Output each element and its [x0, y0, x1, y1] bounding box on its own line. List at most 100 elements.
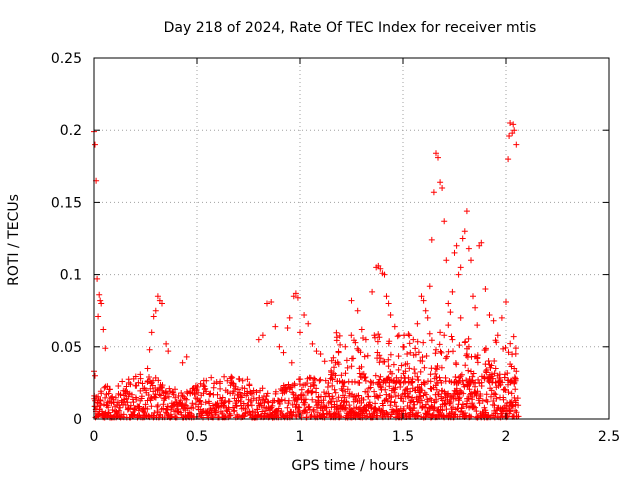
data-point — [463, 377, 470, 384]
data-point — [325, 390, 332, 397]
data-point — [339, 378, 346, 385]
data-point — [373, 407, 380, 413]
data-point — [371, 388, 378, 395]
data-point — [445, 322, 452, 329]
data-point — [154, 408, 161, 415]
data-point — [195, 389, 202, 396]
data-point — [361, 353, 368, 360]
data-point — [515, 413, 522, 420]
data-point — [268, 299, 275, 305]
data-point — [498, 314, 505, 321]
data-point — [363, 408, 370, 414]
data-point — [197, 398, 204, 405]
data-point — [436, 374, 443, 381]
data-point — [424, 398, 431, 405]
data-point — [506, 133, 513, 139]
data-point — [423, 391, 430, 398]
data-point — [468, 368, 474, 375]
data-point — [477, 393, 484, 399]
data-point — [342, 404, 349, 411]
data-point — [198, 401, 205, 408]
data-point — [444, 353, 450, 360]
data-point — [437, 179, 444, 186]
data-point — [122, 388, 129, 395]
data-point — [451, 249, 458, 256]
data-point — [276, 343, 283, 350]
data-point — [376, 334, 383, 341]
data-point — [356, 370, 363, 377]
data-point — [430, 405, 437, 412]
chart-title: Day 218 of 2024, Rate Of TEC Index for r… — [164, 20, 537, 36]
data-point — [439, 397, 446, 404]
data-point — [272, 323, 279, 330]
data-point — [97, 397, 104, 403]
data-point — [406, 340, 413, 347]
data-point — [202, 385, 209, 392]
data-point — [343, 357, 350, 364]
data-point — [474, 322, 481, 329]
data-point — [460, 390, 467, 397]
data-point — [317, 351, 324, 357]
data-point — [194, 384, 201, 390]
data-point — [173, 403, 180, 410]
data-point — [377, 265, 384, 272]
data-point — [507, 120, 514, 126]
data-point — [183, 396, 190, 403]
data-point — [152, 307, 159, 314]
y-tick-label: 0.15 — [51, 195, 82, 211]
data-point — [371, 332, 378, 339]
data-point — [331, 364, 337, 371]
data-point — [160, 401, 167, 408]
data-point — [145, 392, 152, 398]
data-point — [481, 375, 488, 381]
data-point — [391, 399, 398, 406]
data-point — [420, 339, 427, 346]
data-point — [246, 382, 253, 389]
data-point — [402, 361, 409, 368]
data-point — [348, 363, 355, 370]
data-point — [386, 383, 393, 390]
data-point — [463, 351, 470, 357]
data-point — [332, 389, 339, 396]
data-point — [412, 387, 419, 394]
data-point — [473, 408, 480, 415]
data-point — [280, 349, 287, 356]
data-point — [466, 386, 473, 393]
data-point — [366, 410, 373, 417]
data-point — [398, 374, 405, 381]
data-point — [455, 271, 462, 278]
data-point — [441, 218, 448, 225]
data-point — [481, 347, 488, 354]
data-point — [278, 396, 285, 403]
data-point — [423, 353, 430, 359]
data-point — [475, 376, 482, 383]
data-point — [333, 398, 340, 405]
y-tick-label: 0 — [73, 412, 82, 428]
plot-frame — [93, 57, 610, 420]
data-point — [461, 228, 468, 235]
data-point — [491, 402, 498, 409]
x-tick-label: 2 — [502, 429, 511, 445]
data-point — [231, 407, 238, 414]
y-tick-label: 0.05 — [51, 340, 82, 356]
data-point — [422, 307, 429, 314]
data-point — [382, 386, 389, 393]
data-point — [172, 386, 178, 393]
data-point — [335, 361, 342, 368]
data-point — [354, 345, 361, 352]
data-point — [344, 386, 351, 393]
data-point — [488, 393, 494, 400]
data-point — [244, 376, 251, 383]
data-point — [402, 410, 409, 417]
data-point — [474, 359, 481, 366]
data-point — [95, 313, 102, 320]
data-point — [432, 365, 439, 372]
data-point — [503, 299, 509, 305]
data-point — [456, 394, 463, 401]
data-point — [102, 345, 109, 352]
data-point — [377, 373, 384, 380]
data-point — [372, 400, 379, 407]
data-point — [442, 378, 449, 385]
data-point — [485, 358, 492, 364]
data-point — [491, 390, 497, 397]
